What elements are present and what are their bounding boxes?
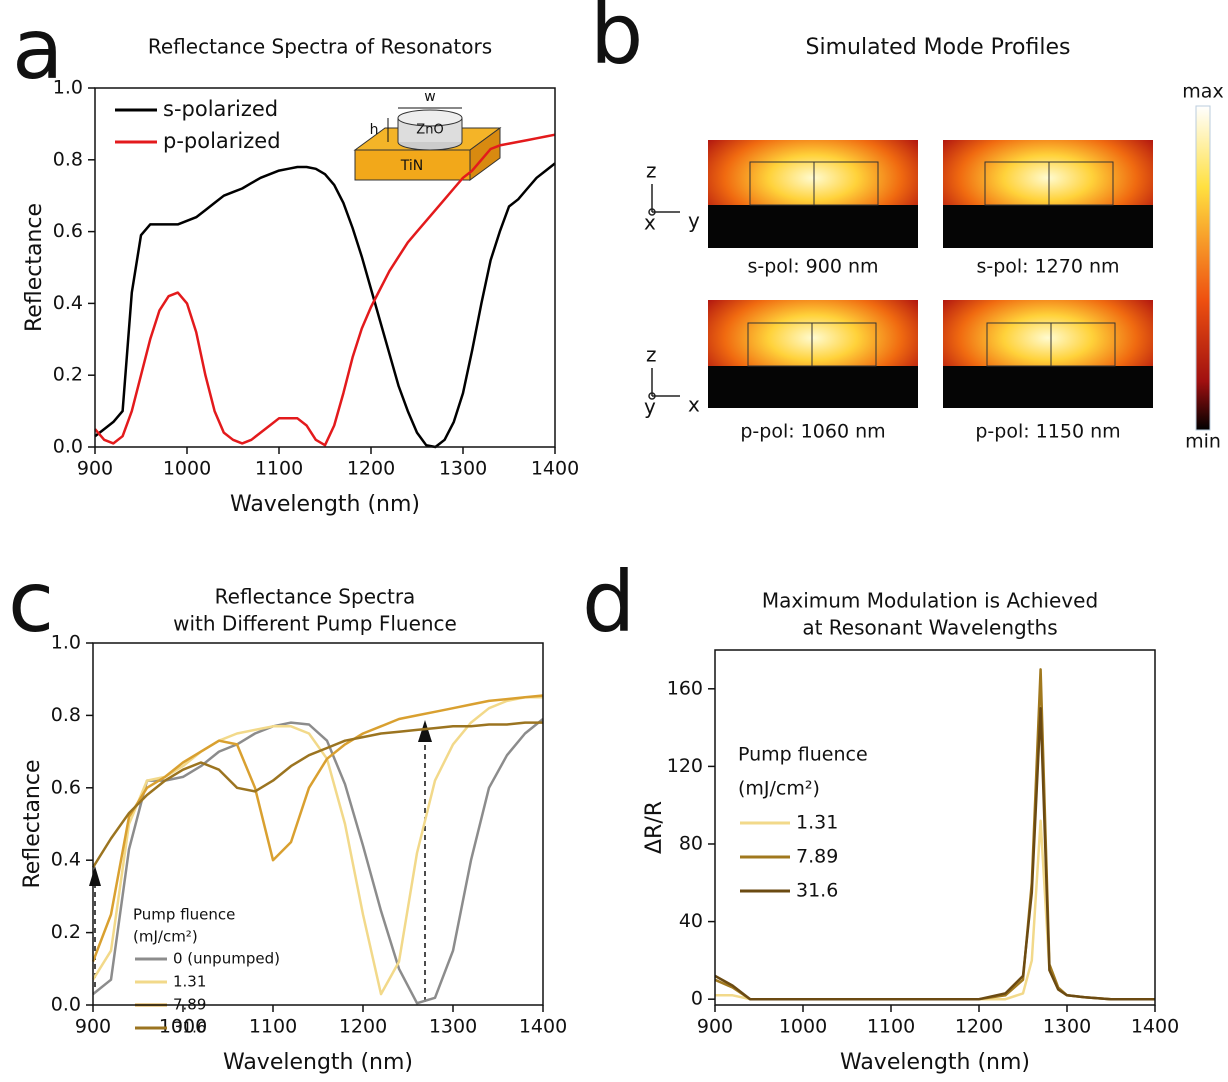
y-tick-label: 0.0 bbox=[53, 436, 83, 458]
inset-label: h bbox=[370, 122, 379, 138]
legend-title: Pump fluence bbox=[133, 906, 235, 924]
plot-frame bbox=[94, 87, 556, 448]
inset-label: ZnO bbox=[416, 123, 443, 138]
profile-label: p-pol: 1150 nm bbox=[975, 421, 1120, 443]
legend-title: (mJ/cm²) bbox=[133, 928, 198, 946]
panel-letter: b bbox=[590, 0, 643, 83]
inset-label: w bbox=[424, 89, 435, 105]
y-tick-label: 0.4 bbox=[51, 849, 81, 871]
y-tick-label: 0.8 bbox=[51, 704, 81, 726]
y-tick-label: 0.6 bbox=[53, 220, 83, 242]
chart: Reflectance Spectra of Resonators Wavelen… bbox=[22, 35, 579, 518]
legend-label: 1.31 bbox=[796, 812, 838, 834]
legend-label: 31.6 bbox=[796, 880, 838, 902]
y-tick-label: 0.6 bbox=[51, 776, 81, 798]
y-tick-label: 0.0 bbox=[51, 994, 81, 1016]
x-tick-label: 1100 bbox=[249, 1016, 297, 1038]
legend-label: 31.6 bbox=[173, 1019, 206, 1037]
axis-glyph: z bbox=[646, 343, 657, 367]
y-tick-label: 0.4 bbox=[53, 292, 83, 314]
x-tick-label: 1400 bbox=[519, 1016, 567, 1038]
x-tick-label: 1300 bbox=[429, 1016, 477, 1038]
axis-glyph: z bbox=[646, 159, 657, 183]
x-axis-label: Wavelength (nm) bbox=[223, 1050, 413, 1075]
legend-title: Pump fluence bbox=[738, 744, 868, 766]
x-tick-label: 1000 bbox=[779, 1016, 827, 1038]
y-tick-label: 0 bbox=[691, 988, 703, 1010]
panel-letter: a bbox=[12, 0, 63, 98]
x-tick-label: 1300 bbox=[1043, 1016, 1091, 1038]
chart-title: Reflectance Spectra of Resonators bbox=[148, 35, 492, 59]
axis-glyph: y bbox=[688, 209, 700, 233]
series-line bbox=[714, 706, 1155, 1001]
colorbar-min: min bbox=[1185, 431, 1221, 453]
legend-label: p-polarized bbox=[163, 129, 281, 153]
colorbar-max: max bbox=[1182, 81, 1223, 103]
x-tick-label: 1000 bbox=[159, 1016, 207, 1038]
chart-title: Maximum Modulation is Achieved bbox=[762, 589, 1098, 613]
y-tick-label: 80 bbox=[679, 832, 703, 854]
series-line bbox=[91, 694, 544, 963]
inset-label: TiN bbox=[400, 158, 423, 174]
x-axis-label: Wavelength (nm) bbox=[840, 1050, 1030, 1075]
profile-label: s-pol: 900 nm bbox=[747, 256, 878, 278]
y-tick-label: 40 bbox=[679, 910, 703, 932]
x-tick-label: 1100 bbox=[255, 458, 303, 480]
panel-title: Simulated Mode Profiles bbox=[806, 35, 1071, 60]
x-tick-label: 1000 bbox=[163, 458, 211, 480]
legend-title: (mJ/cm²) bbox=[738, 778, 820, 800]
inset bbox=[353, 107, 502, 181]
profile-label: p-pol: 1060 nm bbox=[740, 421, 885, 443]
mode-profiles bbox=[648, 105, 1211, 431]
x-tick-label: 1200 bbox=[339, 1016, 387, 1038]
panel-letter: d bbox=[582, 553, 635, 651]
y-tick-label: 1.0 bbox=[53, 77, 83, 99]
chart: Reflectance Spectra with Different Pump F… bbox=[20, 585, 567, 1076]
y-tick-label: 120 bbox=[667, 755, 703, 777]
arrowheads bbox=[89, 720, 432, 886]
panel-letter: c bbox=[8, 553, 54, 651]
x-tick-label: 900 bbox=[697, 1016, 733, 1038]
legend-label: 0 (unpumped) bbox=[173, 950, 280, 968]
x-tick-label: 1300 bbox=[439, 458, 487, 480]
chart-title: with Different Pump Fluence bbox=[173, 612, 457, 636]
x-tick-label: 1200 bbox=[955, 1016, 1003, 1038]
y-tick-label: 0.8 bbox=[53, 148, 83, 170]
chart-title: at Resonant Wavelengths bbox=[802, 616, 1057, 640]
y-axis-label: ΔR/R bbox=[642, 801, 667, 854]
plot-frame bbox=[714, 649, 1156, 1006]
axis-glyph: x bbox=[644, 211, 656, 235]
y-tick-label: 160 bbox=[667, 677, 703, 699]
x-tick-label: 900 bbox=[77, 458, 113, 480]
series-line bbox=[94, 162, 556, 449]
y-axis-label: Reflectance bbox=[20, 759, 45, 888]
series-line bbox=[715, 819, 1155, 1001]
x-tick-label: 1400 bbox=[1131, 1016, 1179, 1038]
x-tick-label: 1100 bbox=[867, 1016, 915, 1038]
x-tick-label: 1400 bbox=[531, 458, 579, 480]
series-line bbox=[91, 721, 543, 869]
legend-label: s-polarized bbox=[163, 97, 278, 121]
chart: Maximum Modulation is Achieved at Resonan… bbox=[642, 589, 1179, 1076]
axis-glyph: x bbox=[688, 393, 700, 417]
x-tick-label: 900 bbox=[75, 1016, 111, 1038]
series-line bbox=[94, 133, 556, 447]
y-tick-label: 0.2 bbox=[51, 921, 81, 943]
axis-glyph: y bbox=[644, 395, 656, 419]
y-tick-label: 1.0 bbox=[51, 632, 81, 654]
chart-title: Reflectance Spectra bbox=[215, 585, 416, 609]
series-line bbox=[92, 718, 544, 1005]
profile-label: s-pol: 1270 nm bbox=[976, 256, 1119, 278]
plot-frame bbox=[92, 642, 544, 1006]
series-line bbox=[714, 668, 1155, 1001]
x-axis-label: Wavelength (nm) bbox=[230, 492, 420, 517]
legend-label: 1.31 bbox=[173, 973, 206, 991]
y-tick-label: 0.2 bbox=[53, 364, 83, 386]
legend-label: 7.89 bbox=[796, 846, 838, 868]
y-axis-label: Reflectance bbox=[22, 203, 47, 332]
x-tick-label: 1200 bbox=[347, 458, 395, 480]
